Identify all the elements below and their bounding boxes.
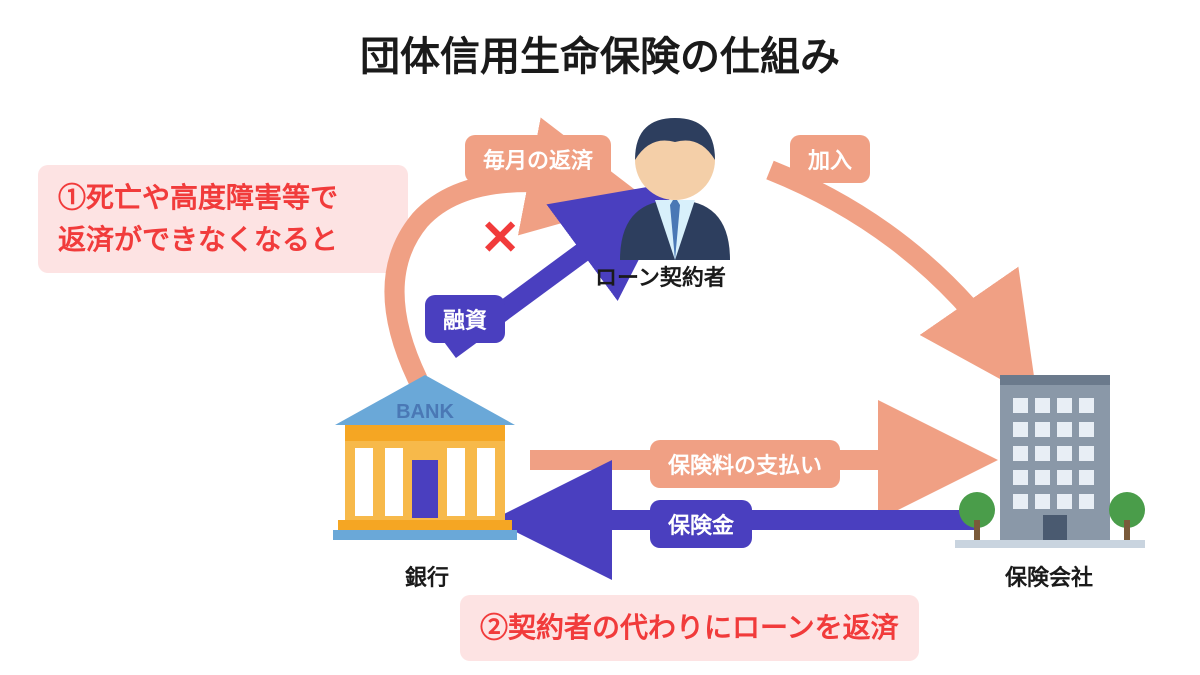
node-label-insurer: 保険会社 [1005, 560, 1093, 592]
bank-icon: BANK [330, 370, 520, 540]
contractor-icon [600, 100, 750, 260]
page-title: 団体信用生命保険の仕組み [0, 24, 1200, 82]
insurer-icon [955, 370, 1145, 550]
node-label-contractor: ローン契約者 [595, 260, 726, 292]
edge-label-premium: 保険料の支払い [650, 440, 840, 488]
node-label-bank: 銀行 [405, 560, 449, 592]
edge-label-join: 加入 [790, 135, 870, 183]
callout-1: ①死亡や高度障害等で返済ができなくなると [38, 165, 408, 273]
blocked-cross-icon: ✕ [480, 210, 520, 266]
edge-label-loan: 融資 [425, 295, 505, 343]
callout-2: ②契約者の代わりにローンを返済 [460, 595, 919, 661]
bank-text: BANK [396, 401, 454, 423]
edge-label-payout: 保険金 [650, 500, 752, 548]
edge-join [770, 170, 1010, 360]
edge-label-monthly: 毎月の返済 [465, 135, 611, 183]
